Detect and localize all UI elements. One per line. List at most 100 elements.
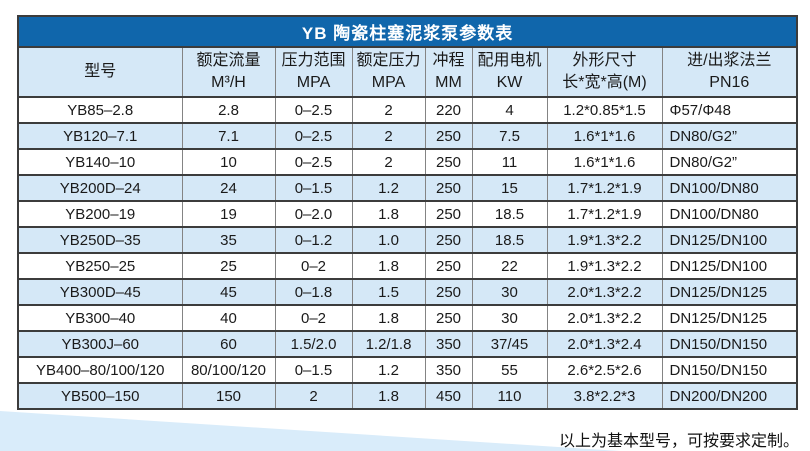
table-cell: 2 xyxy=(351,148,426,176)
table-cell: 110 xyxy=(471,382,548,410)
table-cell: YB500–150 xyxy=(17,382,183,410)
table-cell: 0–2.0 xyxy=(274,200,353,228)
table-row: YB400–80/100/120 80/100/120 0–1.5 1.2 350 55 2… xyxy=(17,356,798,384)
col-header-line2: MPA xyxy=(296,74,331,91)
table-cell: 18.5 xyxy=(471,226,548,254)
table-cell: 4 xyxy=(471,96,548,124)
table-row: YB300D–45 45 0–1.8 1.5 250 30 2.0*1.3*2.2 DN125… xyxy=(17,278,798,306)
table-cell: 1.7*1.2*1.9 xyxy=(546,174,663,202)
table-cell: 1.7*1.2*1.9 xyxy=(546,200,663,228)
table-cell: DN125/DN125 xyxy=(661,278,798,306)
table-row: YB200D–24 24 0–1.5 1.2 250 15 1.7*1.2*1.9 DN100… xyxy=(17,174,798,202)
table-cell: YB300D–45 xyxy=(17,278,183,306)
table-cell: 2.0*1.3*2.2 xyxy=(546,304,663,332)
table-cell: YB200–19 xyxy=(17,200,183,228)
col-header-line2: 长*宽*高(M) xyxy=(562,74,647,91)
table-cell: 0–2.5 xyxy=(274,148,353,176)
table-cell: 11 xyxy=(471,148,548,176)
table-cell: 30 xyxy=(471,304,548,332)
table-cell: 60 xyxy=(181,330,276,358)
col-header-line1: 额定压力 xyxy=(356,52,421,70)
table-cell: 1.8 xyxy=(351,252,426,280)
col-header-line2: M³/H xyxy=(211,74,246,91)
table-row: YB200–19 19 0–2.0 1.8 250 18.5 1.7*1.2*1.9 DN10… xyxy=(17,200,798,228)
table-cell: 2.6*2.5*2.6 xyxy=(546,356,663,384)
table-cell: 2.0*1.3*2.4 xyxy=(546,330,663,358)
table-cell: 1.2 xyxy=(351,356,426,384)
table-cell: 0–1.2 xyxy=(274,226,353,254)
table-cell: 1.8 xyxy=(351,304,426,332)
table-cell: 22 xyxy=(471,252,548,280)
table-cell: DN125/DN125 xyxy=(661,304,798,332)
table-cell: Φ57/Φ48 xyxy=(661,96,798,124)
col-header-line1: 压力范围 xyxy=(281,52,346,70)
table-cell: 3.8*2.2*3 xyxy=(546,382,663,410)
table-cell: YB200D–24 xyxy=(17,174,183,202)
table-cell: 0–2 xyxy=(274,304,353,332)
table-cell: 1.2/1.8 xyxy=(351,330,426,358)
table-body: YB85–2.8 2.8 0–2.5 2 220 4 1.2*0.85*1.5 Φ57/Φ48… xyxy=(17,96,798,410)
table-cell: 40 xyxy=(181,304,276,332)
table-cell: 1.9*1.3*2.2 xyxy=(546,226,663,254)
table-cell: 80/100/120 xyxy=(181,356,276,384)
table-cell: 24 xyxy=(181,174,276,202)
table-cell: 55 xyxy=(471,356,548,384)
table-cell: 350 xyxy=(424,356,473,384)
table-title: YB 陶瓷柱塞泥浆泵参数表 xyxy=(18,16,798,48)
pump-spec-table: YB 陶瓷柱塞泥浆泵参数表 型号 额定流量 M³/H 压力范围 MPA 额定压力 MP… xyxy=(17,15,799,410)
table-row: YB500–150 150 2 1.8 450 110 3.8*2.2*3 DN200/DN2… xyxy=(17,382,798,410)
table-cell: 250 xyxy=(424,252,473,280)
col-header-rated-flow: 额定流量 M³/H xyxy=(181,46,276,98)
table-cell: 1.5 xyxy=(351,278,426,306)
table-cell: 1.9*1.3*2.2 xyxy=(546,252,663,280)
table-cell: 30 xyxy=(471,278,548,306)
table-cell: 250 xyxy=(424,278,473,306)
table-row: YB120–7.1 7.1 0–2.5 2 250 7.5 1.6*1*1.6 DN80/G2… xyxy=(17,122,798,150)
table-cell: 250 xyxy=(424,304,473,332)
table-cell: 45 xyxy=(181,278,276,306)
table-cell: 15 xyxy=(471,174,548,202)
table-cell: DN150/DN150 xyxy=(661,356,798,384)
col-header-line2: PN16 xyxy=(709,74,750,91)
table-cell: DN125/DN100 xyxy=(661,226,798,254)
table-cell: 0–1.5 xyxy=(274,174,353,202)
footer-note: 以上为基本型号，可按要求定制。 xyxy=(558,433,799,450)
table-cell: DN100/DN80 xyxy=(661,174,798,202)
table-row: YB250D–35 35 0–1.2 1.0 250 18.5 1.9*1.3*2.2 DN1… xyxy=(17,226,798,254)
table-cell: 2 xyxy=(274,382,353,410)
table-cell: 1.8 xyxy=(351,200,426,228)
table-cell: DN100/DN80 xyxy=(661,200,798,228)
table-cell: 1.2*0.85*1.5 xyxy=(546,96,663,124)
col-header-line2: MPA xyxy=(371,74,406,91)
table-cell: 35 xyxy=(181,226,276,254)
col-header-line2: KW xyxy=(496,74,523,91)
col-header-line1: 外形尺寸 xyxy=(572,52,637,70)
table-cell: 7.5 xyxy=(471,122,548,150)
table-cell: 1.5/2.0 xyxy=(274,330,353,358)
col-header-line1: 配用电机 xyxy=(477,52,542,70)
table-cell: YB400–80/100/120 xyxy=(17,356,183,384)
col-header-pressure-range: 压力范围 MPA xyxy=(274,46,353,98)
table-cell: 450 xyxy=(424,382,473,410)
header-row: 型号 额定流量 M³/H 压力范围 MPA 额定压力 MPA 冲程 MM 配用电机 KW xyxy=(17,46,798,98)
table-cell: 37/45 xyxy=(471,330,548,358)
table-cell: 7.1 xyxy=(181,122,276,150)
table-cell: 220 xyxy=(424,96,473,124)
table-row: YB300J–60 60 1.5/2.0 1.2/1.8 350 37/45 2.0*1.3… xyxy=(17,330,798,358)
col-header-line1: 型号 xyxy=(84,63,117,81)
col-header-line1: 额定流量 xyxy=(196,52,261,70)
table-cell: 2.8 xyxy=(181,96,276,124)
table-cell: 150 xyxy=(181,382,276,410)
col-header-line1: 进/出浆法兰 xyxy=(687,52,772,70)
table-cell: 0–2 xyxy=(274,252,353,280)
table-cell: 18.5 xyxy=(471,200,548,228)
table-cell: 250 xyxy=(424,122,473,150)
table-cell: YB140–10 xyxy=(17,148,183,176)
table-cell: 2 xyxy=(351,96,426,124)
table-cell: 1.0 xyxy=(351,226,426,254)
table-cell: 25 xyxy=(181,252,276,280)
table-cell: 250 xyxy=(424,174,473,202)
col-header-stroke: 冲程 MM xyxy=(424,46,473,98)
table-cell: YB120–7.1 xyxy=(17,122,183,150)
